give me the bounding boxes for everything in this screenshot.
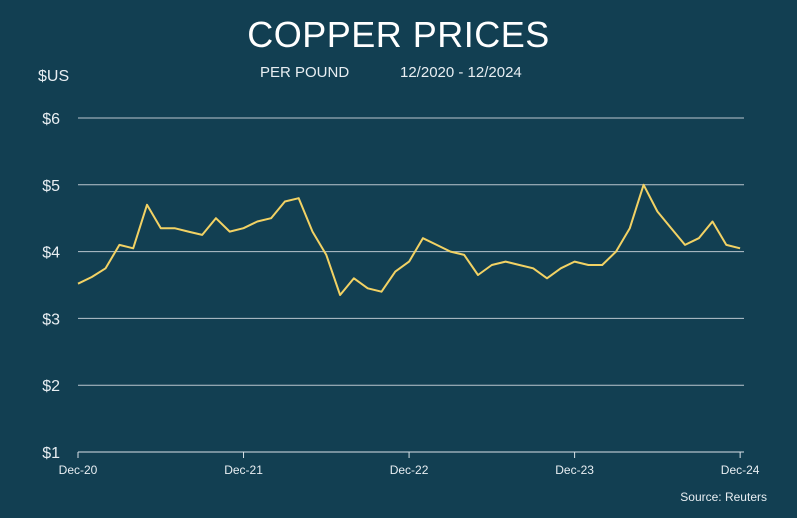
chart-source: Source: Reuters (680, 490, 767, 504)
chart-title: COPPER PRICES (247, 14, 550, 55)
y-tick-label: $6 (42, 111, 60, 128)
y-axis-unit-label: $US (38, 68, 70, 85)
x-tick-label: Dec-22 (390, 463, 429, 477)
grid-lines (78, 117, 744, 453)
y-tick-label: $4 (42, 245, 60, 262)
y-tick-labels: $6 $5 $4 $3 $2 $1 (42, 111, 60, 462)
x-tick-label: Dec-23 (555, 463, 594, 477)
chart-subtitle: PER POUND (260, 64, 350, 81)
y-tick-label: $5 (42, 178, 60, 195)
series-line-0 (77, 183, 741, 296)
x-tick-label: Dec-21 (224, 463, 263, 477)
x-tick-labels: Dec-20 Dec-21 Dec-22 Dec-23 Dec-24 (59, 452, 760, 477)
y-tick-label: $3 (42, 311, 60, 328)
x-tick-label: Dec-24 (721, 463, 760, 477)
series-group (77, 183, 741, 296)
x-tick-label: Dec-20 (59, 463, 98, 477)
y-tick-label: $2 (42, 378, 60, 395)
chart-date-range: 12/2020 - 12/2024 (400, 64, 522, 81)
y-tick-label: $1 (42, 445, 60, 462)
